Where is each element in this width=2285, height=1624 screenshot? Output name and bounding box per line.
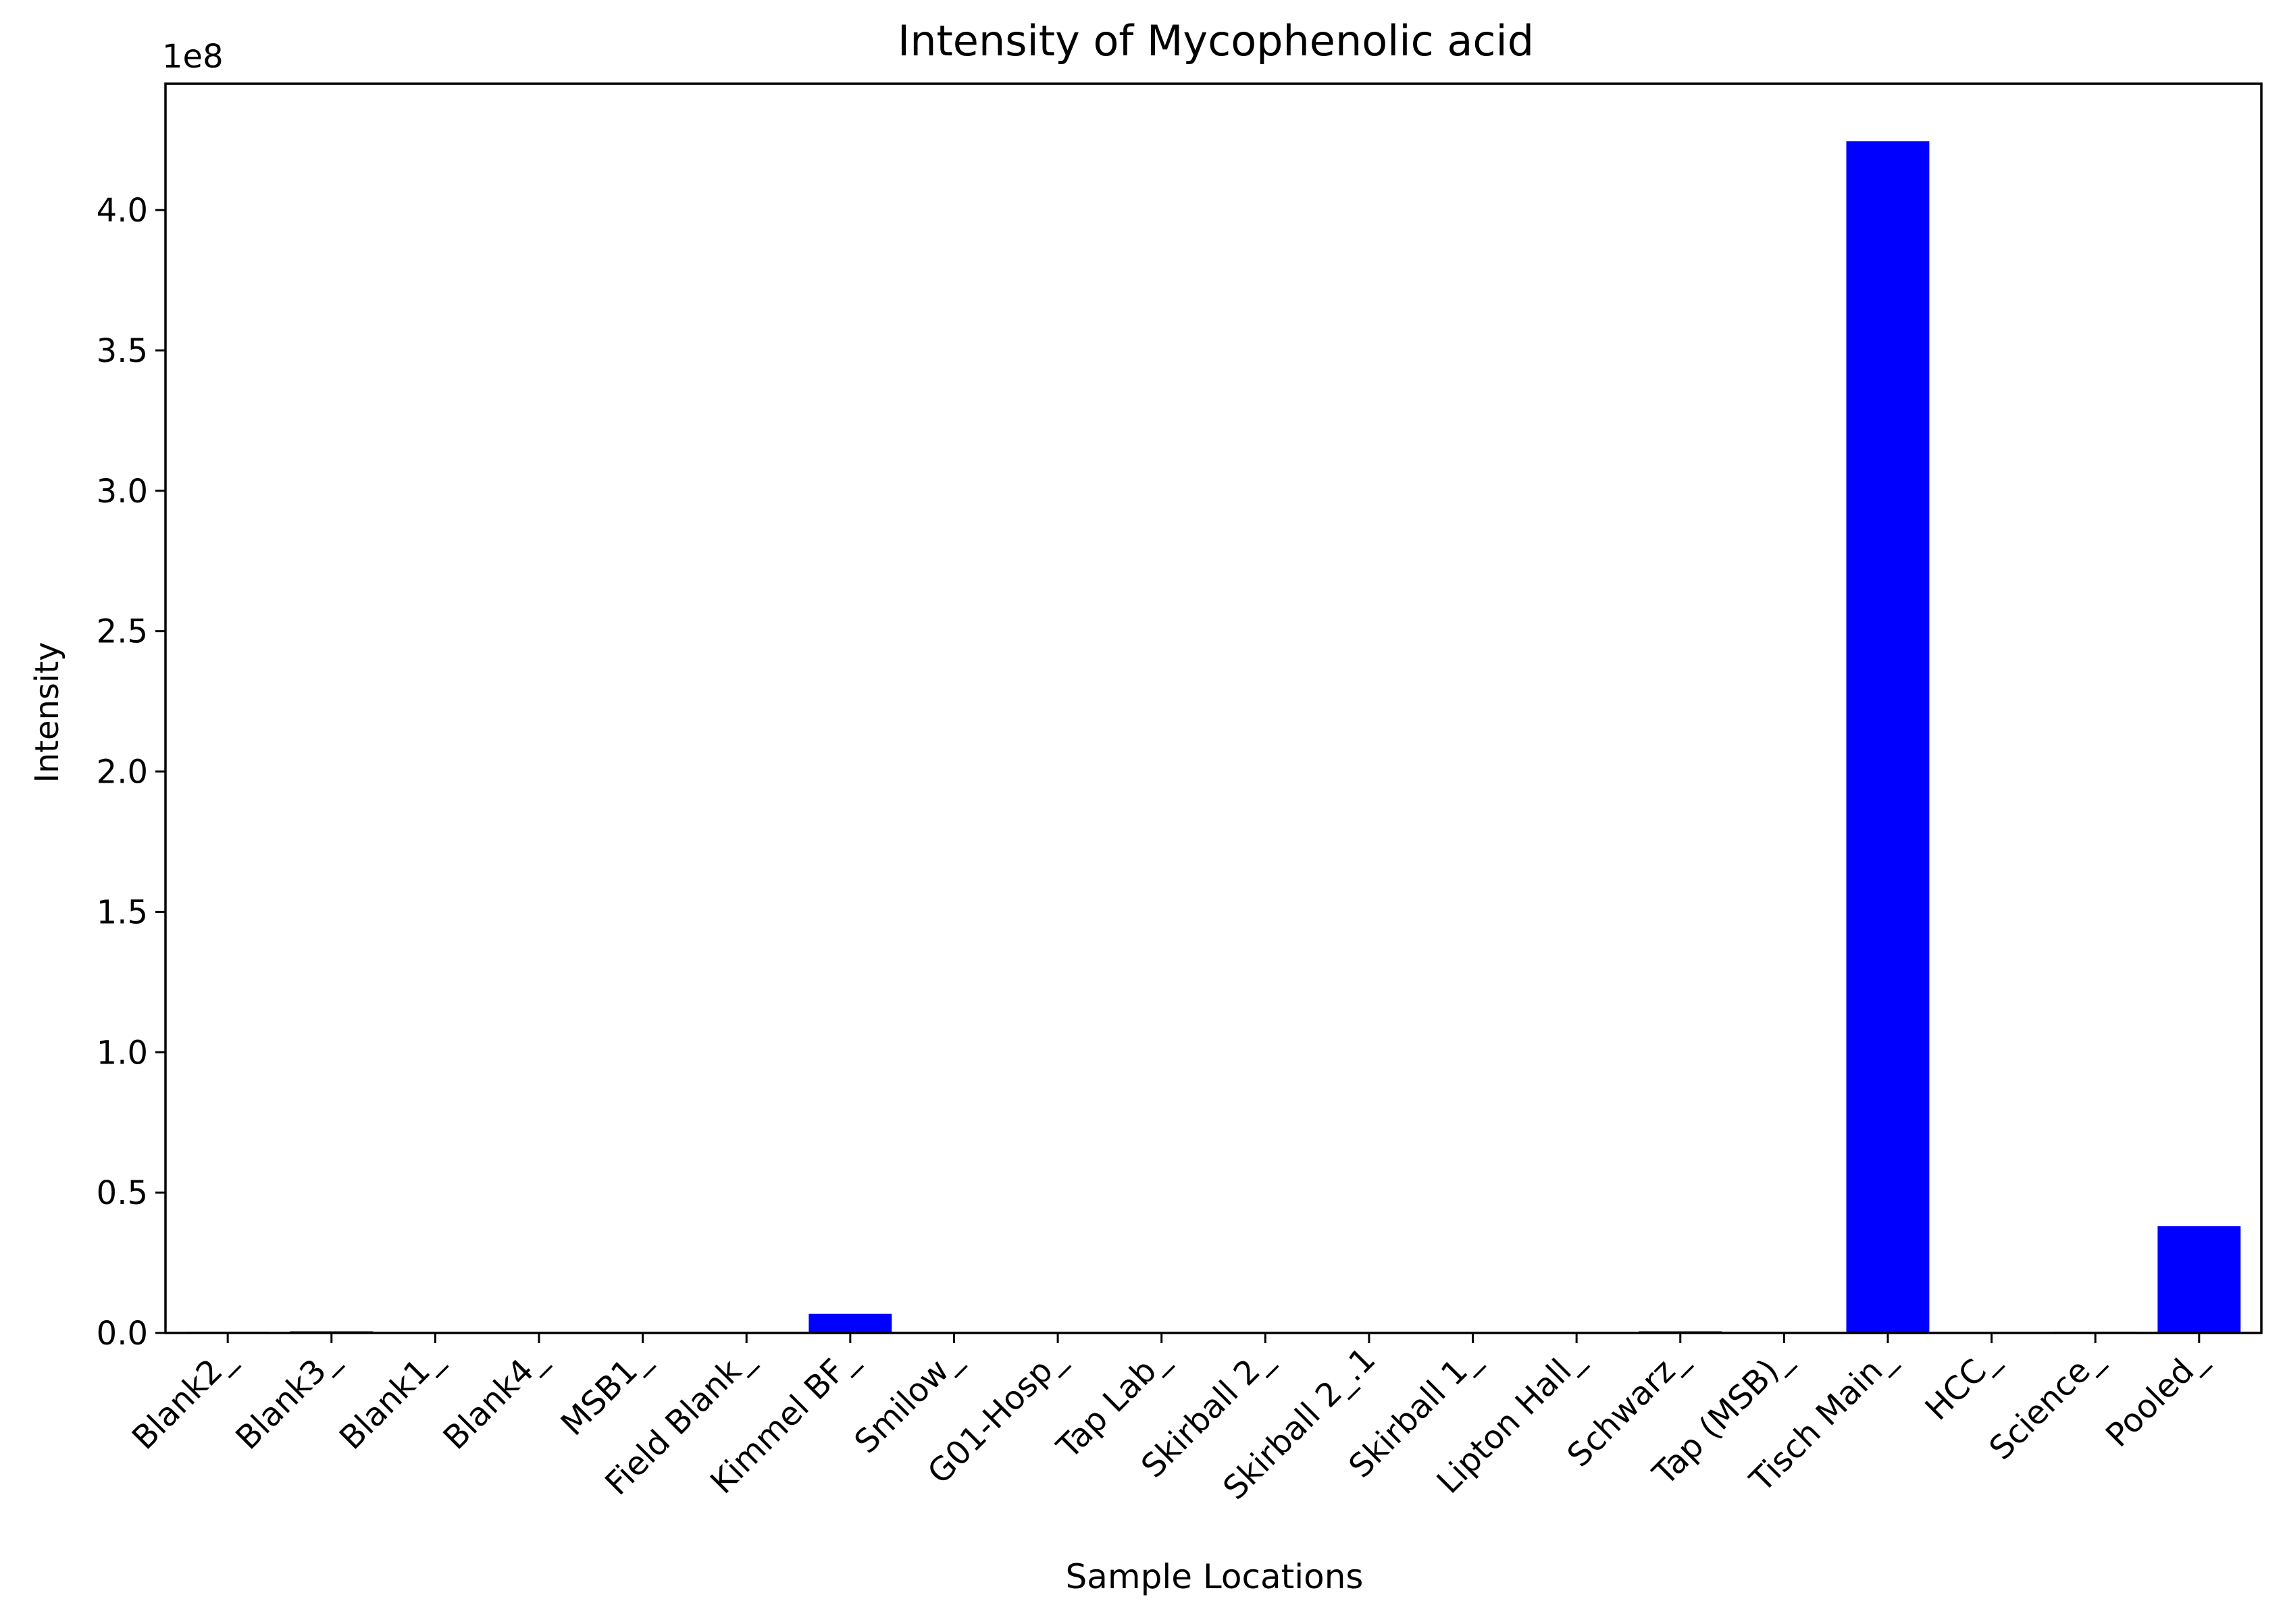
plot-frame xyxy=(164,82,2263,1334)
y-tick-label: 3.5 xyxy=(97,332,148,370)
y-tick-label: 2.5 xyxy=(97,613,148,651)
y-tick-label: 0.0 xyxy=(97,1315,148,1353)
y-tick-label: 0.5 xyxy=(97,1174,148,1212)
y-tick-label: 1.5 xyxy=(97,893,148,931)
x-axis-label: Sample Locations xyxy=(1066,1557,1364,1596)
y-ticks-group: 0.0 0.5 1.0 1.5 2.0 2.5 3.0 3.5 4.0 xyxy=(97,192,165,1353)
y-tick-label: 4.0 xyxy=(97,192,148,230)
bar xyxy=(2157,1226,2241,1333)
y-tick-label: 1.0 xyxy=(97,1034,148,1072)
bar xyxy=(1846,141,1930,1334)
y-axis-offset-text: 1e8 xyxy=(162,38,224,76)
y-axis-label: Intensity xyxy=(28,642,66,783)
bars-group xyxy=(186,141,2241,1334)
y-tick-label: 3.0 xyxy=(97,473,148,510)
bar xyxy=(808,1313,892,1333)
chart-title: Intensity of Mycophenolic acid xyxy=(898,16,1534,66)
y-tick-label: 2.0 xyxy=(97,754,148,791)
